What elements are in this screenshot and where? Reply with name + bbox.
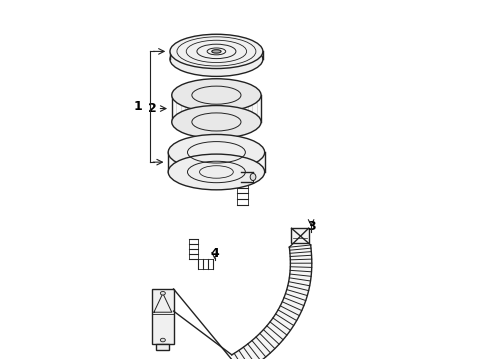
Bar bbox=[156, 344, 169, 350]
Ellipse shape bbox=[160, 292, 165, 295]
Ellipse shape bbox=[172, 105, 261, 138]
Ellipse shape bbox=[170, 42, 263, 76]
Text: 4: 4 bbox=[210, 247, 219, 260]
Ellipse shape bbox=[168, 154, 265, 190]
Bar bbox=[152, 289, 173, 344]
Text: 3: 3 bbox=[307, 220, 316, 233]
Text: 2: 2 bbox=[148, 102, 156, 115]
Ellipse shape bbox=[160, 338, 165, 342]
Ellipse shape bbox=[168, 134, 265, 170]
Ellipse shape bbox=[212, 50, 221, 53]
Ellipse shape bbox=[250, 174, 256, 180]
Ellipse shape bbox=[172, 79, 261, 112]
Ellipse shape bbox=[170, 34, 263, 68]
Polygon shape bbox=[232, 245, 312, 360]
Text: 1: 1 bbox=[133, 100, 142, 113]
Bar bbox=[292, 228, 309, 243]
